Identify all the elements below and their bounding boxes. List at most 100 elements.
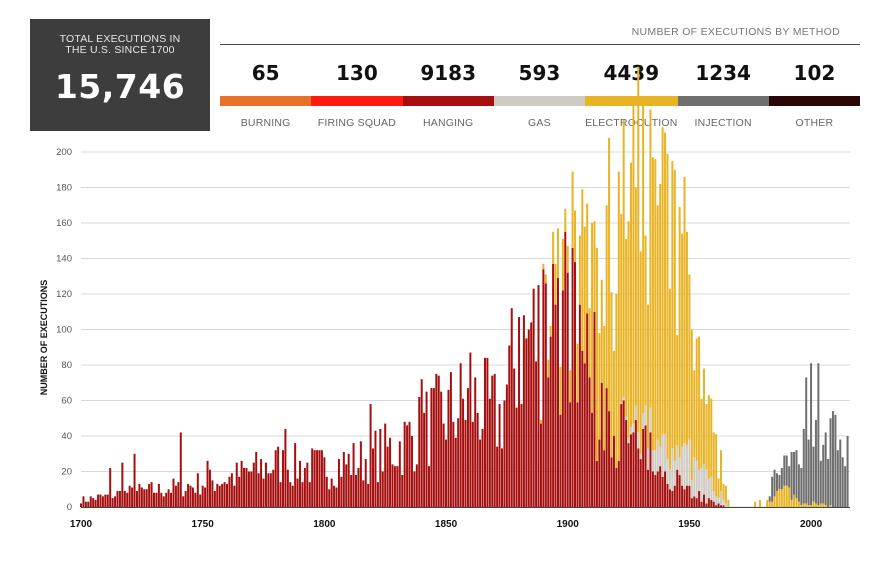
bar-hanging	[128, 485, 131, 507]
bar-hanging	[406, 425, 409, 507]
bar-hanging	[561, 290, 564, 507]
bar-hanging	[583, 363, 586, 507]
bar-gas	[634, 405, 637, 421]
method-name: GAS	[528, 117, 551, 129]
bar-gas	[693, 457, 696, 497]
bar-electrocution	[569, 370, 572, 403]
bar-electrocution	[637, 66, 640, 433]
bar-electrocution	[583, 226, 586, 364]
x-tick-label: 1950	[678, 519, 701, 530]
bar-hanging	[235, 462, 238, 508]
bar-injection	[773, 469, 776, 497]
bar-hanging	[294, 443, 297, 507]
bar-electrocution	[805, 503, 808, 507]
bar-electrocution	[571, 171, 574, 248]
bar-gas	[627, 437, 630, 444]
x-tick-label: 1700	[70, 519, 93, 530]
y-tick-label: 0	[67, 502, 72, 513]
bar-injection	[812, 446, 815, 502]
bar-hanging	[340, 476, 343, 507]
bar-hanging	[690, 498, 693, 508]
bar-hanging	[603, 450, 606, 507]
bar-electrocution	[622, 120, 625, 397]
y-tick-label: 160	[56, 218, 72, 229]
bar-hanging	[277, 446, 280, 507]
bar-hanging	[187, 483, 190, 507]
bar-hanging	[145, 489, 148, 507]
bar-hanging	[347, 453, 350, 507]
bar-hanging	[449, 372, 452, 507]
bar-hanging	[218, 485, 221, 507]
bar-hanging	[518, 317, 521, 507]
bar-hanging	[452, 421, 455, 507]
bar-electrocution	[773, 496, 776, 507]
bar-electrocution	[581, 189, 584, 351]
bar-hanging	[681, 485, 684, 507]
bar-hanging	[505, 384, 508, 507]
bar-hanging	[170, 492, 173, 507]
bar-hanging	[335, 487, 338, 507]
bar-hanging	[423, 412, 426, 507]
bar-hanging	[316, 450, 319, 507]
bar-hanging	[245, 467, 248, 507]
bar-hanging	[715, 505, 718, 507]
bar-hanging	[274, 450, 277, 507]
bar-hanging	[612, 436, 615, 507]
x-tick-label: 1800	[313, 519, 336, 530]
method-name: BURNING	[240, 117, 291, 129]
bar-hanging	[627, 443, 630, 507]
bar-hanging	[530, 322, 533, 507]
bar-hanging	[357, 467, 360, 507]
bar-hanging	[654, 475, 657, 507]
bar-hanging	[148, 483, 151, 507]
bar-electrocution	[620, 214, 623, 403]
bar-hanging	[213, 491, 216, 507]
bar-gas	[637, 432, 640, 449]
bar-electrocution	[649, 109, 652, 408]
bar-injection	[844, 466, 847, 507]
bar-injection	[800, 467, 803, 506]
bar-gas	[683, 443, 686, 490]
bar-hanging	[503, 400, 506, 507]
bar-electrocution	[556, 228, 559, 279]
bar-hanging	[184, 491, 187, 507]
bar-hanging	[247, 471, 250, 507]
bar-hanging	[661, 476, 664, 507]
bar-electrocution	[642, 98, 645, 413]
bar-electrocution	[617, 171, 620, 461]
bar-hanging	[333, 485, 336, 507]
bar-electrocution	[625, 238, 628, 417]
bar-hanging	[330, 478, 333, 507]
bar-hanging	[571, 247, 574, 507]
bar-hanging	[702, 494, 705, 507]
bar-electrocution	[758, 499, 761, 507]
bar-hanging	[410, 436, 413, 507]
bar-hanging	[525, 338, 528, 508]
bar-hanging	[722, 505, 725, 507]
bar-electrocution	[591, 223, 594, 413]
bar-electrocution	[710, 398, 713, 477]
bar-gas	[632, 423, 635, 433]
bar-gas	[681, 446, 684, 486]
bar-hanging	[216, 483, 219, 507]
bar-hanging	[320, 450, 323, 507]
bar-hanging	[109, 467, 112, 507]
bar-hanging	[262, 478, 265, 507]
bar-hanging	[131, 487, 134, 507]
y-tick-label: 180	[56, 183, 72, 194]
bar-gas	[666, 459, 669, 484]
bar-hanging	[539, 423, 542, 507]
bar-electrocution	[700, 398, 703, 468]
bar-injection	[827, 459, 830, 507]
bar-electrocution	[819, 503, 822, 507]
bar-hanging	[676, 469, 679, 507]
bar-electrocution	[549, 325, 552, 337]
x-tick-label: 1850	[435, 519, 458, 530]
bar-hanging	[600, 382, 603, 507]
bar-hanging	[177, 482, 180, 507]
bar-hanging	[544, 283, 547, 507]
bar-electrocution	[634, 187, 637, 406]
bar-electrocution	[566, 246, 569, 273]
bar-injection	[788, 466, 791, 488]
